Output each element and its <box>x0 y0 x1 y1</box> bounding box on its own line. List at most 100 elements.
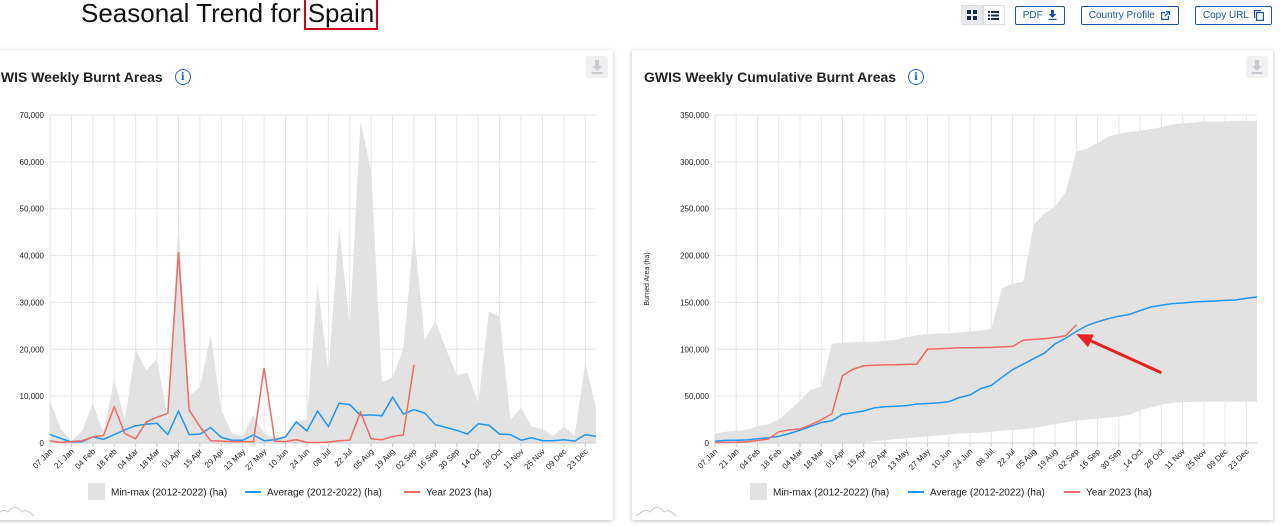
x-tick-label: 27 May <box>244 447 269 472</box>
x-tick-label: 24 Jun <box>288 447 311 470</box>
pdf-button[interactable]: PDF <box>1014 5 1065 25</box>
download-icon <box>591 60 603 74</box>
x-tick-label: 08 Jul <box>311 447 333 469</box>
info-icon[interactable]: i <box>908 69 925 85</box>
weekly-burnt-areas-card: GWIS Weekly Burnt Areas i 0 10,000 20,000 3… <box>0 50 613 520</box>
x-tick-label: 04 Mar <box>780 447 804 471</box>
x-tick-label: 11 Nov <box>1163 447 1187 471</box>
watermark-logo <box>0 507 35 517</box>
x-tick-label: 09 Dec <box>1205 447 1229 471</box>
y-tick-label: 50,000 <box>685 392 710 401</box>
cumulative-chart-title: GWIS Weekly Cumulative Burnt Areas i <box>644 69 925 85</box>
legend-label-range[interactable]: Min-max (2012-2022) (ha) <box>773 488 889 499</box>
x-tick-label: 27 May <box>907 447 932 472</box>
y-tick-label: 200,000 <box>680 252 709 261</box>
legend-label-year-2023[interactable]: Year 2023 (ha) <box>426 488 492 499</box>
x-tick-label: 02 Sep <box>394 447 419 472</box>
toolbar: PDF Country Profile Copy URL <box>960 5 1272 25</box>
grid-icon <box>966 10 977 20</box>
x-tick-label: 04 Mar <box>116 447 140 471</box>
legend-swatch-range[interactable] <box>88 483 105 500</box>
y-tick-label: 10,000 <box>20 392 45 401</box>
y-tick-label: 0 <box>40 439 45 448</box>
country-profile-label: Country Profile <box>1088 9 1155 21</box>
x-tick-label: 10 Jun <box>930 447 953 470</box>
cumulative-chart-title-text: GWIS Weekly Cumulative Burnt Areas <box>644 69 897 85</box>
y-tick-label: 40,000 <box>20 252 45 261</box>
weekly-cumulative-burnt-areas-card: GWIS Weekly Cumulative Burnt Areas i 0 50… <box>632 50 1273 520</box>
weekly-burnt-areas-chart: 0 10,000 20,000 30,000 40,000 50,000 60,000 70,… <box>0 111 597 517</box>
x-tick-label: 07 Jan <box>31 447 54 470</box>
x-tick-label: 05 Aug <box>1014 447 1038 471</box>
x-tick-label: 08 Jul <box>974 447 996 469</box>
annotation-arrow-shaft <box>1090 339 1162 375</box>
x-tick-label: 05 Aug <box>352 447 376 471</box>
weekly-chart-title: GWIS Weekly Burnt Areas i <box>0 69 191 85</box>
copy-url-button[interactable]: Copy URL <box>1194 5 1272 25</box>
x-tick-label: 18 Feb <box>759 447 783 471</box>
country-name-highlight: Spain <box>303 0 379 30</box>
copy-icon <box>1254 9 1264 21</box>
legend-label-range[interactable]: Min-max (2012-2022) (ha) <box>111 488 227 499</box>
x-tick-label: 04 Feb <box>73 447 97 471</box>
page-title-prefix: Seasonal Trend for <box>81 0 301 28</box>
x-tick-label: 07 Jan <box>696 447 719 470</box>
x-tick-label: 15 Apr <box>845 447 868 470</box>
x-tick-label: 24 Jun <box>951 447 974 470</box>
grid-view-button[interactable] <box>960 5 983 25</box>
x-tick-label: 13 May <box>222 447 247 472</box>
x-tick-label: 18 Mar <box>137 447 161 471</box>
external-link-icon <box>1160 10 1170 20</box>
year-2023-line <box>714 324 1077 444</box>
legend-label-year-2023[interactable]: Year 2023 (ha) <box>1086 488 1152 499</box>
legend-swatch-range[interactable] <box>750 483 767 500</box>
y-tick-label: 100,000 <box>680 345 709 354</box>
page-title: Seasonal Trend for Spain <box>81 0 379 30</box>
x-tick-label: 01 Apr <box>824 447 847 470</box>
x-tick-label: 11 Nov <box>502 447 526 471</box>
x-tick-label: 09 Dec <box>544 447 568 471</box>
list-view-button[interactable] <box>982 5 1005 25</box>
x-tick-label: 04 Feb <box>738 447 762 471</box>
min-max-range-area <box>715 120 1257 443</box>
x-tick-label: 18 Feb <box>95 447 119 471</box>
copy-url-label: Copy URL <box>1202 9 1249 21</box>
y-axis-label: Burned Area (ha) <box>644 252 651 305</box>
x-tick-label: 10 Jun <box>267 447 290 470</box>
weekly-chart-download-button[interactable] <box>586 56 608 78</box>
x-tick-label: 28 Oct <box>481 447 505 471</box>
weekly-chart-title-text: GWIS Weekly Burnt Areas <box>0 69 163 85</box>
x-tick-label: 16 Sep <box>1078 447 1103 472</box>
cumulative-chart-download-button[interactable] <box>1246 56 1268 78</box>
legend-label-average[interactable]: Average (2012-2022) (ha) <box>267 488 382 499</box>
download-icon <box>1251 60 1263 74</box>
country-profile-button[interactable]: Country Profile <box>1080 5 1179 25</box>
x-tick-label: 14 Oct <box>1121 447 1145 471</box>
x-tick-label: 23 Dec <box>565 447 589 471</box>
x-tick-label: 21 Jan <box>52 447 75 470</box>
pdf-button-label: PDF <box>1022 9 1043 21</box>
y-tick-label: 30,000 <box>20 298 45 307</box>
x-tick-label: 13 May <box>886 447 911 472</box>
y-tick-label: 0 <box>705 439 710 448</box>
x-tick-label: 14 Oct <box>460 447 484 471</box>
y-tick-label: 60,000 <box>20 158 45 167</box>
min-max-range-area <box>50 122 596 443</box>
x-tick-label: 30 Sep <box>437 447 462 472</box>
weekly-cumulative-burnt-areas-chart: 0 50,000 100,000 150,000 200,000 250,000 300,0… <box>635 111 1258 517</box>
download-icon <box>1048 10 1057 20</box>
x-tick-label: 21 Jan <box>717 447 740 470</box>
annotation-arrow-head <box>1076 334 1094 348</box>
x-tick-label: 25 Nov <box>1184 447 1208 471</box>
list-icon <box>988 10 1000 20</box>
legend-label-average[interactable]: Average (2012-2022) (ha) <box>930 488 1045 499</box>
x-tick-label: 25 Nov <box>523 447 547 471</box>
y-tick-label: 70,000 <box>20 111 45 120</box>
y-tick-label: 250,000 <box>680 205 709 214</box>
info-icon[interactable]: i <box>174 69 191 85</box>
legend: Min-max (2012-2022) (ha) Average (2012-20… <box>88 483 492 500</box>
y-tick-label: 300,000 <box>680 158 709 167</box>
y-tick-label: 350,000 <box>680 111 709 120</box>
y-tick-label: 20,000 <box>20 345 45 354</box>
x-tick-label: 02 Sep <box>1056 447 1081 472</box>
